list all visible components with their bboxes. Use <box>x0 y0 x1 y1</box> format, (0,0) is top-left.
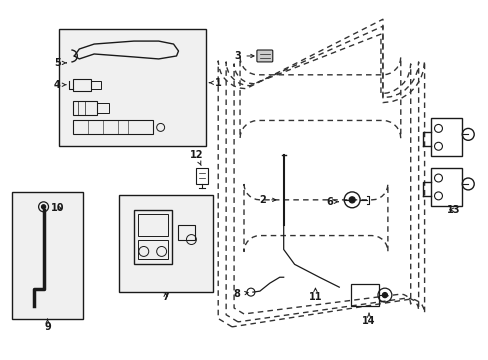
Text: 6: 6 <box>325 197 338 207</box>
Text: 11: 11 <box>308 288 322 302</box>
Bar <box>429 118 461 156</box>
FancyBboxPatch shape <box>12 192 83 319</box>
Bar <box>97 103 109 113</box>
Bar <box>177 225 195 239</box>
Bar <box>134 210 171 264</box>
Text: 1: 1 <box>209 78 221 88</box>
Text: 3: 3 <box>234 51 253 61</box>
Text: 2: 2 <box>259 195 275 205</box>
Text: 4: 4 <box>54 80 66 90</box>
Bar <box>429 168 461 206</box>
Text: 10: 10 <box>51 203 64 213</box>
Circle shape <box>348 197 354 203</box>
Bar <box>138 214 167 235</box>
Bar <box>350 284 378 306</box>
Text: 7: 7 <box>162 292 169 302</box>
FancyBboxPatch shape <box>256 50 272 62</box>
Text: 8: 8 <box>233 289 247 299</box>
FancyBboxPatch shape <box>60 29 206 146</box>
Text: 13: 13 <box>446 205 459 215</box>
Circle shape <box>41 205 45 209</box>
Text: 12: 12 <box>189 150 203 166</box>
Bar <box>73 100 97 114</box>
Bar <box>73 121 152 134</box>
Bar <box>73 79 91 91</box>
Text: 5: 5 <box>54 58 66 68</box>
FancyBboxPatch shape <box>119 195 213 292</box>
Text: 14: 14 <box>362 313 375 326</box>
Text: 9: 9 <box>44 319 51 332</box>
Bar <box>138 239 167 260</box>
Bar <box>91 81 101 89</box>
Bar <box>196 168 208 184</box>
Circle shape <box>382 293 386 298</box>
